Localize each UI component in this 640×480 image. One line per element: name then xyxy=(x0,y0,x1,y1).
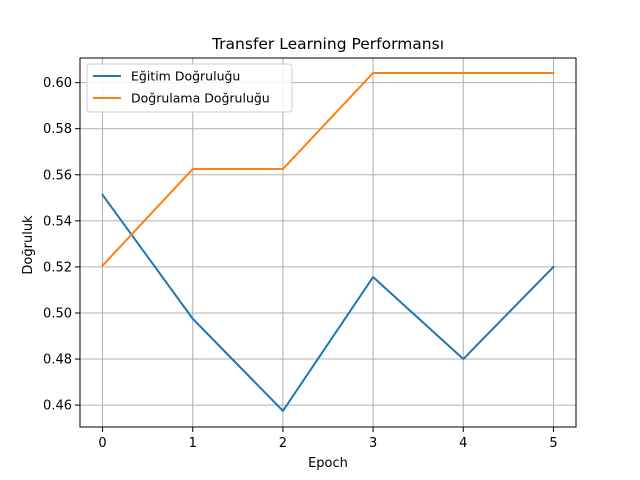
x-axis-ticks: 0 1 2 3 4 5 xyxy=(98,427,558,451)
y-tick-label: 0.50 xyxy=(43,306,72,321)
egitim-dogrulugu-line xyxy=(101,193,555,412)
y-tick-label: 0.48 xyxy=(43,353,72,368)
y-axis-ticks: 0.46 0.48 0.50 0.52 0.54 0.56 0.58 0.60 xyxy=(43,76,80,414)
grid-lines xyxy=(80,58,576,427)
y-tick-label: 0.56 xyxy=(43,168,72,183)
data-series xyxy=(101,71,555,412)
y-tick-label: 0.60 xyxy=(43,76,72,91)
legend-box xyxy=(86,63,293,113)
x-tick-label: 0 xyxy=(98,436,106,451)
x-tick-label: 4 xyxy=(459,436,467,451)
legend: Eğitim Doğruluğu Doğrulama Doğruluğu xyxy=(86,63,293,113)
x-tick-label: 3 xyxy=(369,436,377,451)
x-tick-label: 1 xyxy=(189,436,197,451)
y-tick-label: 0.46 xyxy=(43,399,72,414)
x-tick-label: 2 xyxy=(279,436,287,451)
y-tick-label: 0.52 xyxy=(43,260,72,275)
chart-title: Transfer Learning Performansı xyxy=(211,35,444,53)
legend-label-egitim: Eğitim Doğruluğu xyxy=(131,69,240,84)
y-tick-label: 0.54 xyxy=(43,214,72,229)
x-axis-label: Epoch xyxy=(308,456,348,471)
x-tick-label: 5 xyxy=(549,436,557,451)
legend-label-dogrulama: Doğrulama Doğruluğu xyxy=(131,91,270,106)
plot-frame xyxy=(79,57,577,428)
plot-area xyxy=(80,58,576,427)
y-tick-label: 0.58 xyxy=(43,122,72,137)
dogrulama-dogrulugu-line xyxy=(101,71,555,267)
y-axis-label: Doğruluk xyxy=(21,215,36,275)
